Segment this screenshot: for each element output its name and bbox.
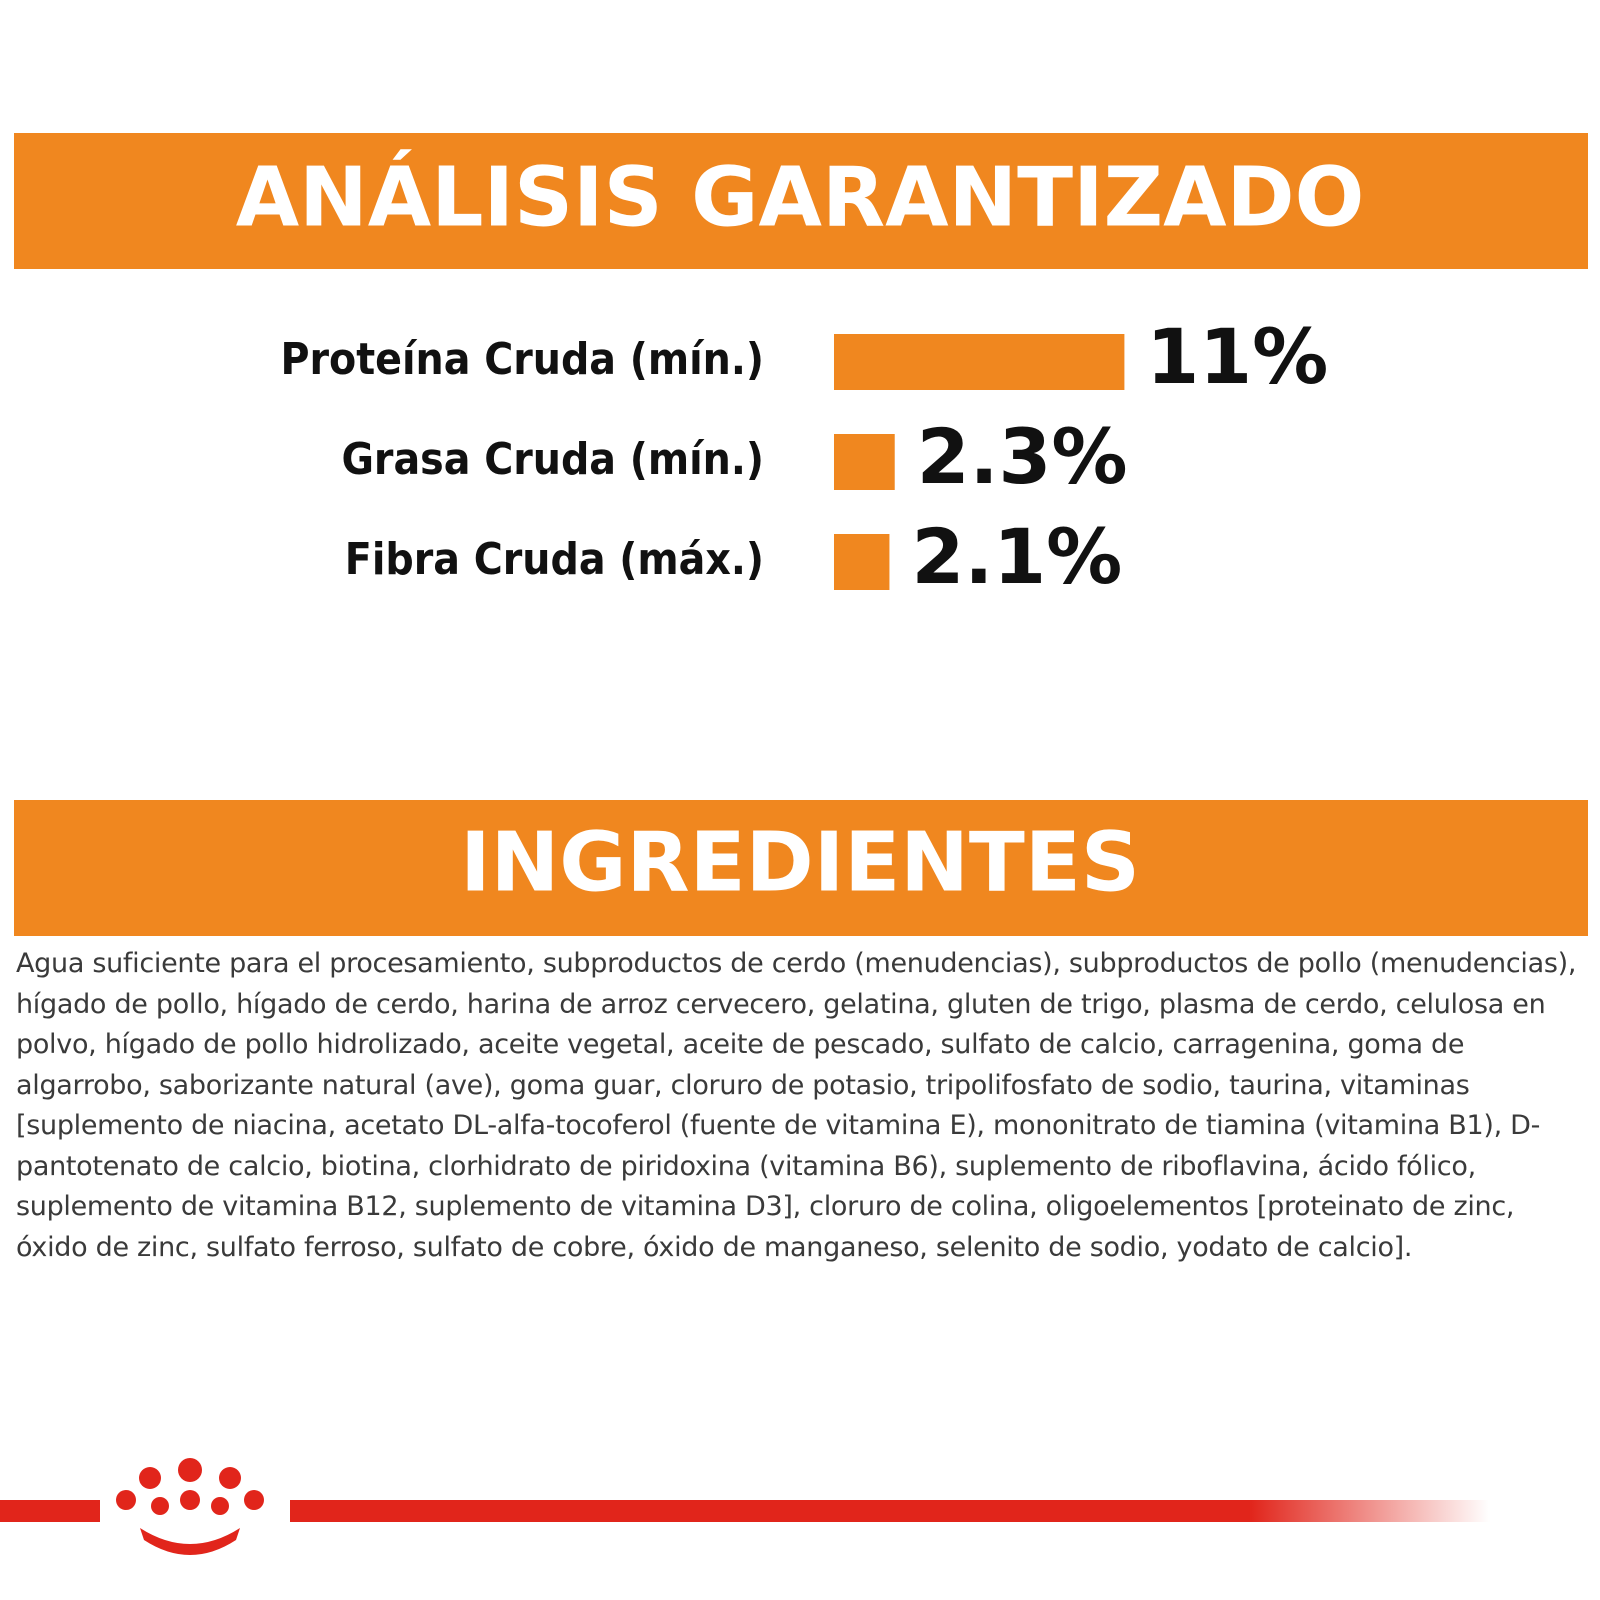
- bar: [834, 534, 890, 590]
- ingredients-band: [14, 800, 1588, 936]
- category-label: Proteína Cruda (mín.): [280, 334, 764, 385]
- value-label: 2.3%: [917, 412, 1128, 501]
- value-label: 11%: [1146, 312, 1328, 401]
- value-label: 2.1%: [911, 512, 1122, 601]
- chart-title: ANÁLISIS GARANTIZADO: [236, 148, 1365, 245]
- ingredients-text: Agua suficiente para el procesamiento, s…: [16, 948, 1577, 1263]
- category-label: Grasa Cruda (mín.): [341, 434, 764, 485]
- bar: [834, 434, 895, 490]
- title-band: [14, 133, 1588, 269]
- ingredients-title: INGREDIENTES: [460, 815, 1140, 910]
- crown-logo: [116, 1458, 264, 1555]
- brand-line: [290, 1500, 1490, 1522]
- brand-line: [0, 1500, 100, 1522]
- bar: [834, 334, 1125, 390]
- category-label: Fibra Cruda (máx.): [345, 534, 764, 585]
